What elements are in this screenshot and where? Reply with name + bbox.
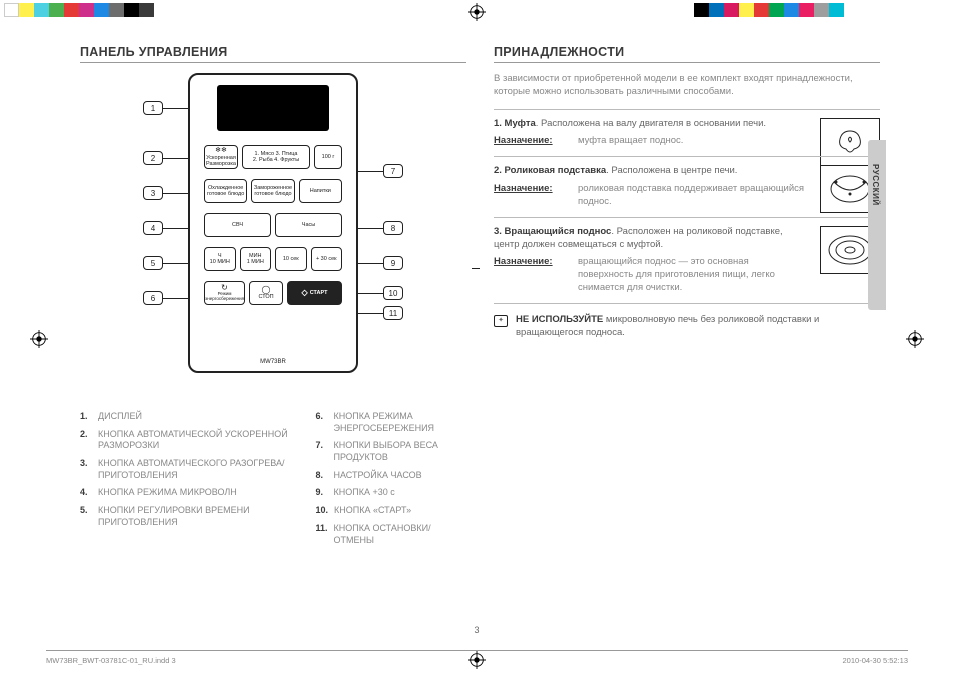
accessory-item: 3. Вращающийся поднос. Расположен на рол… [494,217,880,304]
right-column: ПРИНАДЛЕЖНОСТИ В зависимости от приобрет… [494,45,880,630]
legend-list: 1.ДИСПЛЕЙ 2.КНОПКА АВТОМАТИЧЕСКОЙ УСКОРЕН… [80,411,466,552]
legend-item: 10.КНОПКА «СТАРТ» [316,505,467,517]
btn-chilled: Охлажденное готовое блюдо [204,179,247,203]
accessory-item: 1. Муфта. Расположена на валу двигателя … [494,109,880,157]
btn-drinks: Напитки [299,179,342,203]
legend-item: 11.КНОПКА ОСТАНОВКИ/ОТМЕНЫ [316,523,467,546]
btn-eco: Режим энергосбережения [204,281,245,305]
footer-rule [46,650,908,651]
callout-7: 7 [383,164,403,178]
panel-display [217,85,329,131]
btn-30sec: + 30 сек [311,247,343,271]
reg-mark-icon [468,3,486,21]
reg-mark-icon [30,330,48,348]
legend-item: 3.КНОПКА АВТОМАТИЧЕСКОГО РАЗОГРЕВА/ПРИГО… [80,458,294,481]
reg-mark-icon [906,330,924,348]
language-tab: РУССКИЙ [868,140,886,310]
page-number: 3 [474,625,479,635]
footer-file: MW73BR_BWT-03781C-01_RU.indd 3 [46,656,176,665]
warning-note: ✦ НЕ ИСПОЛЬЗУЙТЕ микроволновую печь без … [494,314,880,340]
callout-3: 3 [143,186,163,200]
legend-item: 2.КНОПКА АВТОМАТИЧЕСКОЙ УСКОРЕННОЙ РАЗМО… [80,429,294,452]
intro-text: В зависимости от приобретенной модели в … [494,73,880,99]
btn-start: СТАРТ [287,281,342,305]
btn-stop: СТОП [249,281,283,305]
callout-11: 11 [383,306,403,320]
warning-icon: ✦ [494,315,508,327]
btn-10min: Ч 10 МИН [204,247,236,271]
legend-item: 4.КНОПКА РЕЖИМА МИКРОВОЛН [80,487,294,499]
left-column: ПАНЕЛЬ УПРАВЛЕНИЯ Ускоренная Разморозка … [80,45,466,630]
callout-4: 4 [143,221,163,235]
note-bold: НЕ ИСПОЛЬЗУЙТЕ [516,314,603,325]
control-panel-diagram: Ускоренная Разморозка 1. Мясо 3. Птица 2… [103,73,443,393]
btn-microwave: СВЧ [204,213,271,237]
btn-clock: Часы [275,213,342,237]
legend-item: 7.КНОПКИ ВЫБОРА ВЕСА ПРОДУКТОВ [316,440,467,463]
color-bar-left [4,3,154,17]
btn-frozen: Замороженное готовое блюдо [251,179,294,203]
legend-item: 8.НАСТРОЙКА ЧАСОВ [316,470,467,482]
footer: MW73BR_BWT-03781C-01_RU.indd 3 2010-04-3… [46,656,908,665]
language-label: РУССКИЙ [871,164,880,206]
callout-5: 5 [143,256,163,270]
panel-model: MW73BR [260,359,286,365]
callout-9: 9 [383,256,403,270]
callout-1: 1 [143,101,163,115]
legend-item: 9.КНОПКА +30 с [316,487,467,499]
btn-1min: МИН 1 МИН [240,247,272,271]
legend-item: 1.ДИСПЛЕЙ [80,411,294,423]
footer-date: 2010-04-30 5:52:13 [843,656,908,665]
section-title-accessories: ПРИНАДЛЕЖНОСТИ [494,45,880,63]
legend-item: 6.КНОПКА РЕЖИМА ЭНЕРГОСБЕРЕЖЕНИЯ [316,411,467,434]
callout-10: 10 [383,286,403,300]
section-title-control-panel: ПАНЕЛЬ УПРАВЛЕНИЯ [80,45,466,63]
btn-weight: 100 г [314,145,342,169]
callout-2: 2 [143,151,163,165]
callout-8: 8 [383,221,403,235]
btn-10sec: 10 сек [275,247,307,271]
legend-item: 5.КНОПКИ РЕГУЛИРОВКИ ВРЕМЕНИ ПРИГОТОВЛЕН… [80,505,294,528]
accessory-item: 2. Роликовая подставка. Расположена в це… [494,156,880,216]
color-bar-right [694,3,844,17]
btn-defrost: Ускоренная Разморозка [204,145,238,169]
btn-defrost-menu: 1. Мясо 3. Птица 2. Рыба 4. Фрукты [242,145,310,169]
callout-6: 6 [143,291,163,305]
